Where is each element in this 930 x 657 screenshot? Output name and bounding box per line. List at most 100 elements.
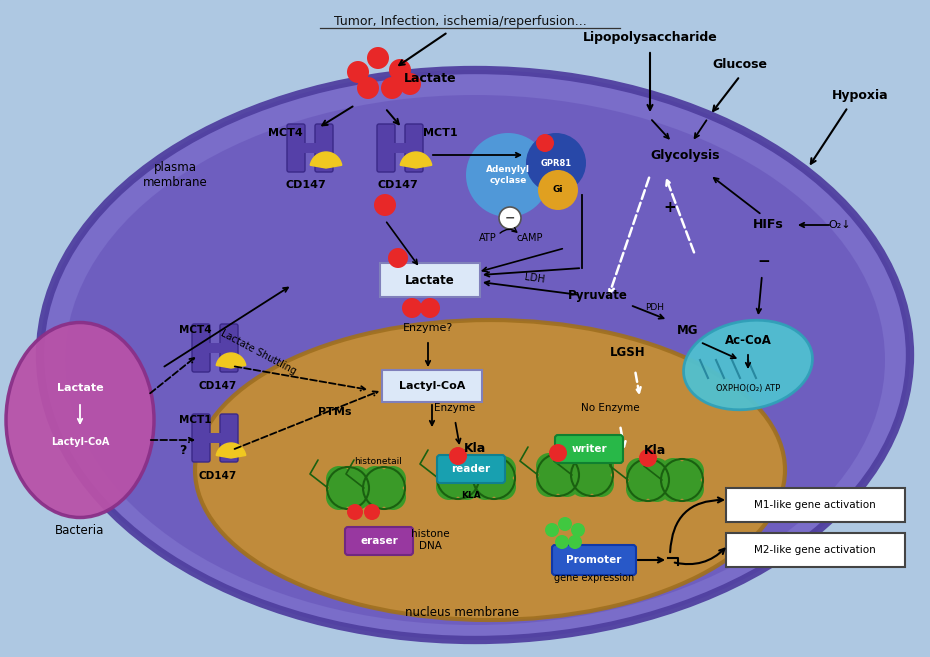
- Circle shape: [558, 517, 572, 531]
- Circle shape: [472, 456, 498, 482]
- Circle shape: [538, 170, 578, 210]
- Circle shape: [454, 474, 480, 500]
- Circle shape: [499, 207, 521, 229]
- Text: histonetail: histonetail: [354, 457, 402, 466]
- FancyBboxPatch shape: [386, 143, 414, 153]
- FancyBboxPatch shape: [220, 324, 238, 372]
- Text: +: +: [664, 200, 676, 215]
- Text: MCT1: MCT1: [423, 128, 458, 138]
- Text: Ac-CoA: Ac-CoA: [724, 334, 772, 346]
- Circle shape: [536, 471, 562, 497]
- FancyBboxPatch shape: [192, 324, 210, 372]
- Circle shape: [338, 478, 358, 498]
- Circle shape: [490, 456, 516, 482]
- FancyBboxPatch shape: [201, 343, 229, 353]
- Text: Kla: Kla: [644, 443, 666, 457]
- FancyBboxPatch shape: [555, 435, 623, 463]
- Text: MCT4: MCT4: [179, 325, 211, 335]
- Circle shape: [644, 476, 670, 502]
- Text: histone
DNA: histone DNA: [411, 529, 449, 551]
- Circle shape: [570, 453, 596, 479]
- Circle shape: [554, 453, 580, 479]
- Text: writer: writer: [571, 444, 606, 454]
- Text: O₂↓: O₂↓: [829, 220, 851, 230]
- Circle shape: [672, 470, 692, 490]
- Wedge shape: [311, 152, 341, 168]
- Text: Bacteria: Bacteria: [55, 524, 105, 537]
- Circle shape: [626, 476, 652, 502]
- Text: Glucose: Glucose: [712, 58, 767, 72]
- Text: Pyruvate: Pyruvate: [568, 288, 628, 302]
- Text: CD147: CD147: [199, 381, 237, 391]
- Text: Hypoxia: Hypoxia: [831, 89, 888, 101]
- Circle shape: [326, 484, 352, 510]
- Circle shape: [536, 134, 554, 152]
- FancyBboxPatch shape: [552, 545, 636, 575]
- Circle shape: [362, 466, 388, 492]
- FancyBboxPatch shape: [377, 124, 395, 172]
- Circle shape: [545, 523, 559, 537]
- Text: HIFs: HIFs: [752, 219, 783, 231]
- FancyBboxPatch shape: [726, 533, 905, 567]
- Text: Enzyme?: Enzyme?: [403, 323, 453, 333]
- Text: plasma
membrane: plasma membrane: [142, 161, 207, 189]
- FancyBboxPatch shape: [345, 527, 413, 555]
- Circle shape: [582, 465, 602, 485]
- Text: Glycolysis: Glycolysis: [650, 148, 720, 162]
- Circle shape: [549, 444, 567, 462]
- Circle shape: [644, 458, 670, 484]
- FancyBboxPatch shape: [405, 124, 423, 172]
- Circle shape: [554, 471, 580, 497]
- Text: Lactate: Lactate: [404, 72, 457, 85]
- Text: LGSH: LGSH: [610, 346, 645, 359]
- Text: −: −: [758, 254, 770, 269]
- Circle shape: [374, 194, 396, 216]
- FancyBboxPatch shape: [726, 488, 905, 522]
- Text: cAMP: cAMP: [517, 233, 543, 243]
- Text: Lactate: Lactate: [57, 383, 103, 393]
- Text: M1-like gene activation: M1-like gene activation: [754, 500, 876, 510]
- Circle shape: [660, 476, 686, 502]
- Circle shape: [347, 504, 363, 520]
- Circle shape: [357, 77, 379, 99]
- Circle shape: [367, 47, 389, 69]
- Circle shape: [388, 248, 408, 268]
- Circle shape: [678, 458, 704, 484]
- Circle shape: [344, 484, 370, 510]
- Text: GPR81: GPR81: [540, 158, 572, 168]
- FancyBboxPatch shape: [382, 370, 482, 402]
- Wedge shape: [400, 152, 432, 168]
- FancyBboxPatch shape: [192, 414, 210, 462]
- Circle shape: [389, 59, 411, 81]
- Circle shape: [436, 456, 462, 482]
- Circle shape: [660, 458, 686, 484]
- FancyBboxPatch shape: [437, 455, 505, 483]
- Circle shape: [364, 504, 380, 520]
- Text: CD147: CD147: [199, 471, 237, 481]
- Text: Lipopolysaccharide: Lipopolysaccharide: [582, 32, 717, 45]
- Text: ?: ?: [179, 443, 187, 457]
- Circle shape: [380, 484, 406, 510]
- Circle shape: [344, 466, 370, 492]
- Text: KLA: KLA: [461, 491, 481, 501]
- Circle shape: [568, 535, 582, 549]
- Text: gene expression: gene expression: [554, 573, 634, 583]
- FancyBboxPatch shape: [201, 433, 229, 443]
- Circle shape: [399, 73, 421, 95]
- Text: Kla: Kla: [464, 442, 486, 455]
- Circle shape: [555, 535, 569, 549]
- Wedge shape: [217, 443, 246, 458]
- FancyBboxPatch shape: [380, 263, 480, 297]
- Circle shape: [454, 456, 480, 482]
- Circle shape: [588, 471, 614, 497]
- FancyBboxPatch shape: [296, 143, 324, 153]
- Circle shape: [472, 474, 498, 500]
- Text: LDH: LDH: [525, 271, 546, 284]
- Ellipse shape: [40, 70, 910, 640]
- Text: Lactyl-CoA: Lactyl-CoA: [51, 437, 109, 447]
- Circle shape: [449, 447, 467, 465]
- Text: CD147: CD147: [378, 180, 418, 190]
- Text: PTMs: PTMs: [318, 407, 352, 417]
- Circle shape: [526, 133, 586, 193]
- Ellipse shape: [195, 320, 785, 620]
